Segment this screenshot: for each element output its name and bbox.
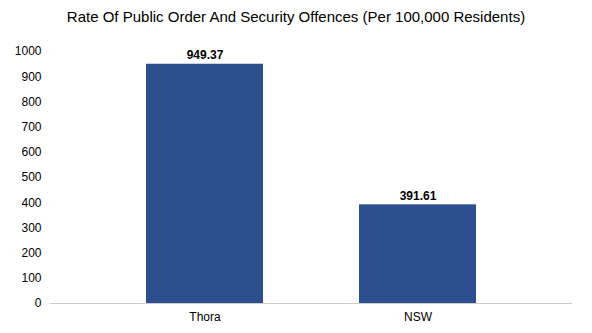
svg-text:0: 0 [35, 296, 42, 310]
html-text:Rate Of Public Order And Secur: Rate Of Public Order And Security Offenc… [66, 8, 526, 25]
svg-text:400: 400 [21, 196, 41, 210]
svg-text:300: 300 [21, 221, 41, 235]
svg-text:600: 600 [21, 145, 41, 159]
svg-text:700: 700 [21, 120, 41, 134]
svg-text:100: 100 [21, 271, 41, 285]
svg-text:800: 800 [21, 95, 41, 109]
svg-text:Thora: Thora [189, 310, 221, 324]
svg-text:949.37: 949.37 [187, 48, 224, 62]
svg-text:NSW: NSW [404, 310, 433, 324]
svg-text:500: 500 [21, 170, 41, 184]
svg-text:900: 900 [21, 70, 41, 84]
svg-text:391.61: 391.61 [400, 189, 437, 203]
svg-text:200: 200 [21, 246, 41, 260]
svg-text:1000: 1000 [15, 44, 42, 58]
